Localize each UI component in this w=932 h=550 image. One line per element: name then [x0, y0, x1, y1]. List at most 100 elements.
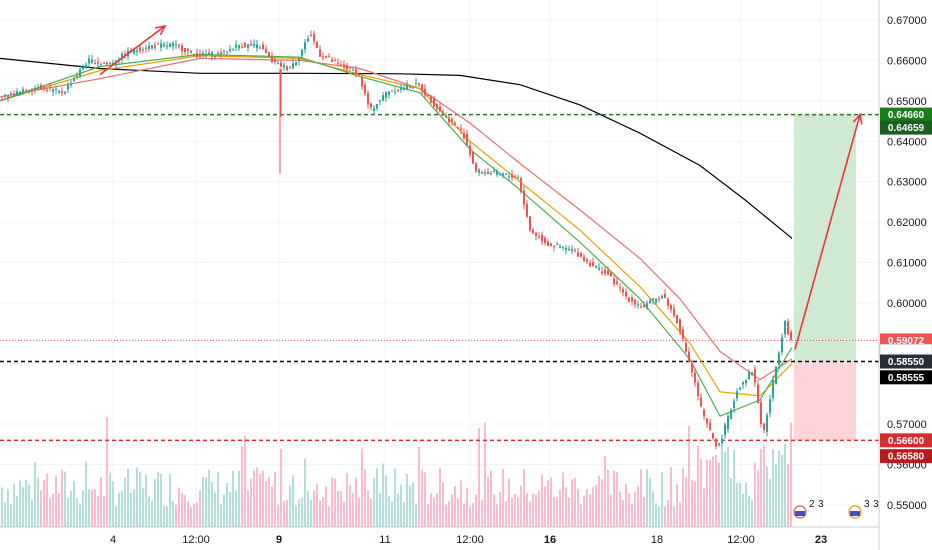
candle-body [676, 315, 678, 324]
volume-bar [703, 488, 705, 527]
candle-body [733, 401, 735, 409]
candle-body [202, 53, 204, 55]
volume-bar [484, 422, 486, 527]
price-label-bg [880, 449, 932, 464]
candle-body [232, 49, 234, 51]
candle-body [520, 178, 522, 192]
volume-bar [34, 462, 36, 527]
trend-arrow-line[interactable] [794, 114, 861, 350]
volume-bar [517, 496, 519, 527]
volume-bar [391, 501, 393, 527]
event-count: 3 [818, 499, 824, 510]
candle-body [172, 43, 174, 47]
candle-body [277, 62, 279, 64]
candle-body [637, 304, 639, 306]
volume-bar [295, 505, 297, 527]
volume-bar [436, 492, 438, 527]
candle-body [145, 47, 147, 49]
candle-body [313, 34, 315, 42]
candle-body [649, 300, 651, 304]
volume-bar [523, 469, 525, 527]
horizontal-lines[interactable] [0, 113, 879, 442]
volume-bar [763, 445, 765, 527]
volume-bar [49, 497, 51, 527]
volume-bar [781, 454, 783, 527]
arrow-head-icon [852, 112, 863, 125]
candle-body [244, 43, 246, 48]
volume-bar [571, 479, 573, 527]
volume-bar [166, 506, 168, 527]
candle-body [91, 59, 93, 63]
candle-body [259, 47, 261, 49]
candle-body [274, 59, 276, 62]
volume-bar [115, 506, 117, 527]
volume-bar [241, 446, 243, 527]
volume-bar [649, 478, 651, 527]
candle-body [169, 43, 171, 48]
volume-bar [427, 503, 429, 527]
time-tick-label: 23 [815, 534, 827, 546]
candle-body [301, 49, 303, 57]
volume-bar [178, 487, 180, 527]
candle-body [586, 259, 588, 262]
volume-bar [214, 492, 216, 527]
candle-body [163, 44, 165, 47]
volume-bar [439, 467, 441, 527]
volume-bar [358, 497, 360, 527]
volume-bar [592, 487, 594, 527]
volume-bar [610, 494, 612, 527]
candle-body [220, 52, 222, 55]
trend-arrows[interactable] [99, 24, 863, 350]
volume-bar [28, 484, 30, 527]
volume-bar [373, 478, 375, 527]
candle-body [160, 43, 162, 48]
candle-body [79, 69, 81, 77]
volume-bar [55, 476, 57, 527]
volume-bar [421, 470, 423, 527]
candle-body [358, 73, 360, 76]
volume-bar [208, 469, 210, 527]
volume-bar [133, 489, 135, 527]
volume-bar [460, 480, 462, 527]
volume-bar [337, 490, 339, 527]
volume-bar [667, 499, 669, 527]
volume-bar [547, 480, 549, 527]
price-label: 0.58550 [880, 354, 932, 369]
candle-body [679, 319, 681, 333]
candle-body [406, 85, 408, 90]
time-axis[interactable]: 4 12:00 9 11 12:00 16 18 12:00 23 [110, 534, 827, 546]
candle-body [157, 43, 159, 45]
price-label-bg [880, 354, 932, 369]
candle-body [340, 64, 342, 66]
volume-bar [274, 471, 276, 527]
candle-body [592, 262, 594, 267]
trend-arrow-line[interactable] [99, 25, 166, 76]
volume-bar [760, 448, 762, 527]
candle-body [19, 91, 21, 95]
candle-body [598, 267, 600, 270]
candlesticks [1, 30, 792, 450]
candle-body [319, 49, 321, 57]
volume-bar [718, 462, 720, 527]
volume-bar [757, 470, 759, 527]
volume-bar [490, 470, 492, 527]
volume-bar [418, 446, 420, 527]
candle-body [196, 52, 198, 58]
volume-bar [403, 502, 405, 527]
price-axis[interactable]: 0.67000 0.66000 0.65000 0.64000 0.63000 0.620… [887, 15, 927, 512]
candle-body [61, 91, 63, 94]
loss-zone[interactable] [794, 361, 856, 441]
candle-body [49, 87, 51, 89]
volume-bar [211, 481, 213, 527]
volume-bar [721, 446, 723, 527]
candle-body [394, 91, 396, 93]
candle-body [154, 45, 156, 48]
candle-body [361, 77, 363, 87]
moving-average-line [0, 54, 793, 397]
candle-body [37, 88, 39, 90]
volume-bar [154, 479, 156, 527]
